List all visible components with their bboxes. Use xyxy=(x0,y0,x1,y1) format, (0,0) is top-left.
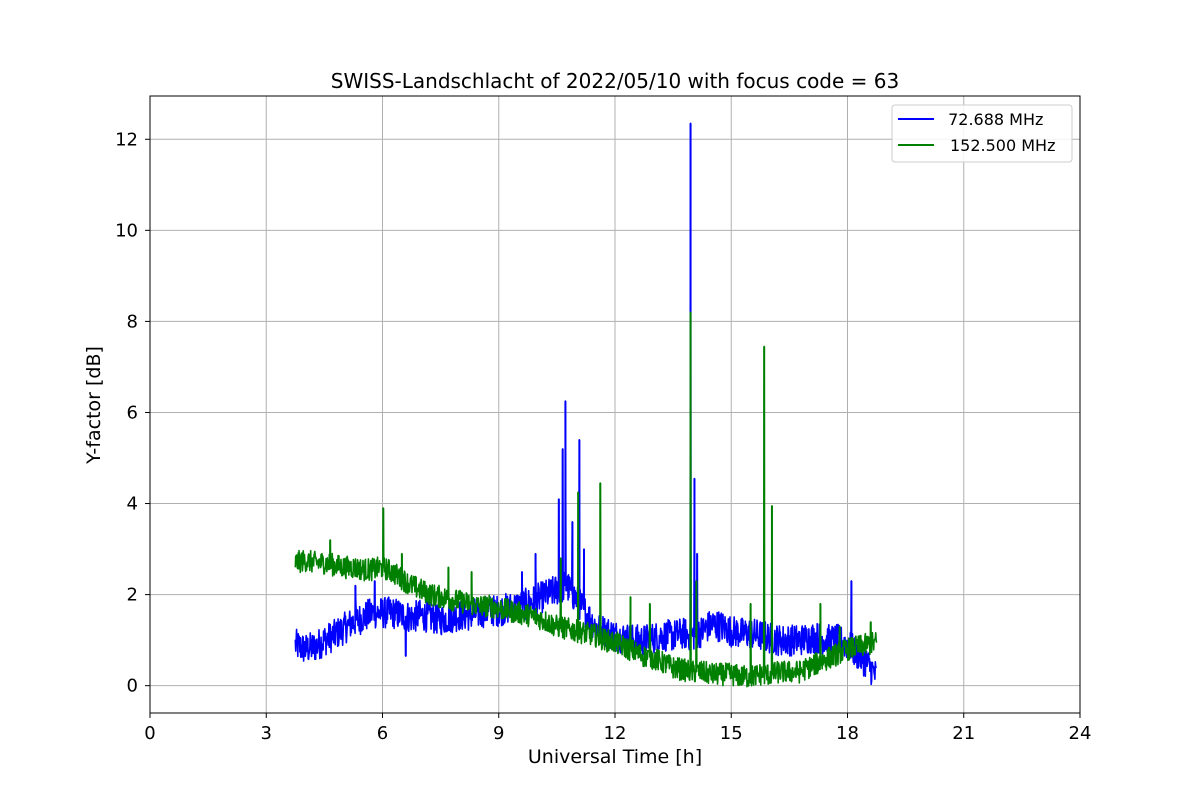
legend-box xyxy=(891,104,1073,163)
series-line-2 xyxy=(294,311,878,688)
y-tick-label: 0 xyxy=(127,676,138,697)
y-tick-label: 8 xyxy=(127,311,138,332)
y-axis-label: Y-factor [dB] xyxy=(83,346,105,465)
y-tick-label: 6 xyxy=(127,402,138,423)
chart-title: SWISS-Landschlacht of 2022/05/10 with fo… xyxy=(331,69,899,93)
legend-label-series-1: 72.688 MHz xyxy=(943,110,1043,129)
legend-label-series-2: 152.500 MHz xyxy=(950,136,1055,155)
x-tick-label: 3 xyxy=(261,723,272,744)
y-tick-label: 10 xyxy=(115,220,138,241)
x-tick-label: 24 xyxy=(1069,723,1092,744)
x-axis-ticks: 0 3 6 9 12 15 18 21 24 xyxy=(144,713,1091,744)
x-tick-label: 0 xyxy=(144,723,155,744)
data-series xyxy=(294,122,878,688)
x-tick-label: 15 xyxy=(720,723,743,744)
legend: 72.688 MHz 152.500 MHz xyxy=(891,104,1073,163)
x-tick-label: 18 xyxy=(836,723,859,744)
x-tick-label: 9 xyxy=(493,723,504,744)
x-tick-label: 6 xyxy=(377,723,388,744)
x-tick-label: 21 xyxy=(952,723,975,744)
y-tick-label: 2 xyxy=(127,585,138,606)
x-tick-label: 12 xyxy=(604,723,627,744)
x-axis-label: Universal Time [h] xyxy=(528,746,702,768)
y-tick-label: 4 xyxy=(127,494,138,515)
y-axis-ticks: 0 2 4 6 8 10 12 xyxy=(115,129,150,697)
y-tick-label: 12 xyxy=(115,129,138,150)
